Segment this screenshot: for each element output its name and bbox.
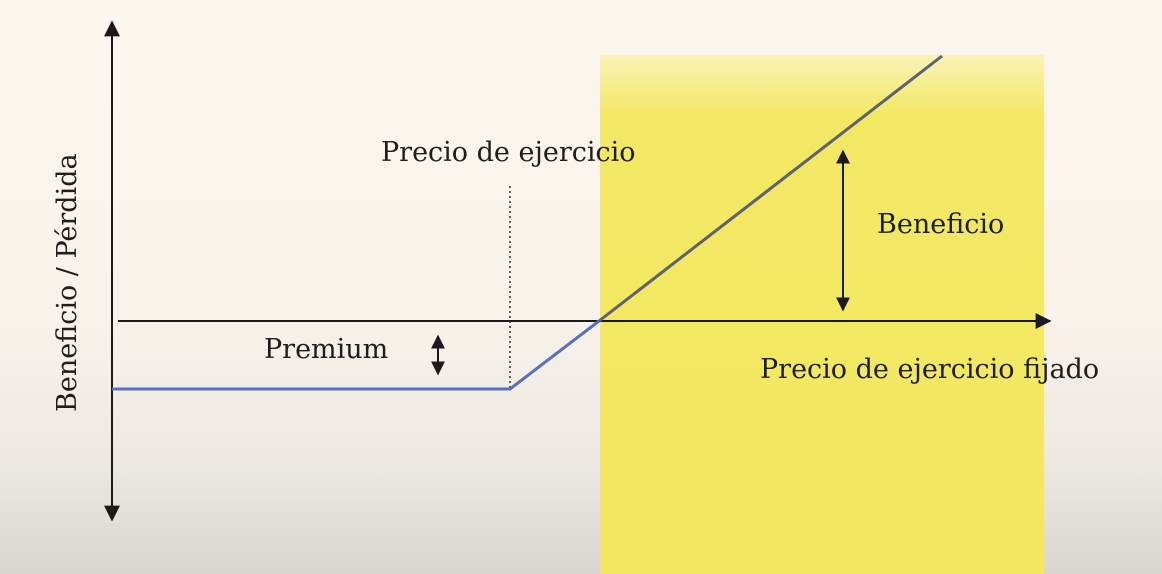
profit-label: Beneficio bbox=[877, 209, 1005, 240]
payoff-line-profit bbox=[598, 54, 943, 323]
y-axis-label: Beneficio / Pérdida bbox=[52, 153, 83, 412]
x-axis-label: Precio de ejercicio fijado bbox=[760, 354, 1100, 385]
payoff-line-loss bbox=[112, 319, 600, 391]
strike-price-label: Precio de ejercicio bbox=[381, 137, 636, 168]
premium-label: Premium bbox=[264, 334, 389, 365]
profit-zone-highlight bbox=[600, 55, 1044, 574]
